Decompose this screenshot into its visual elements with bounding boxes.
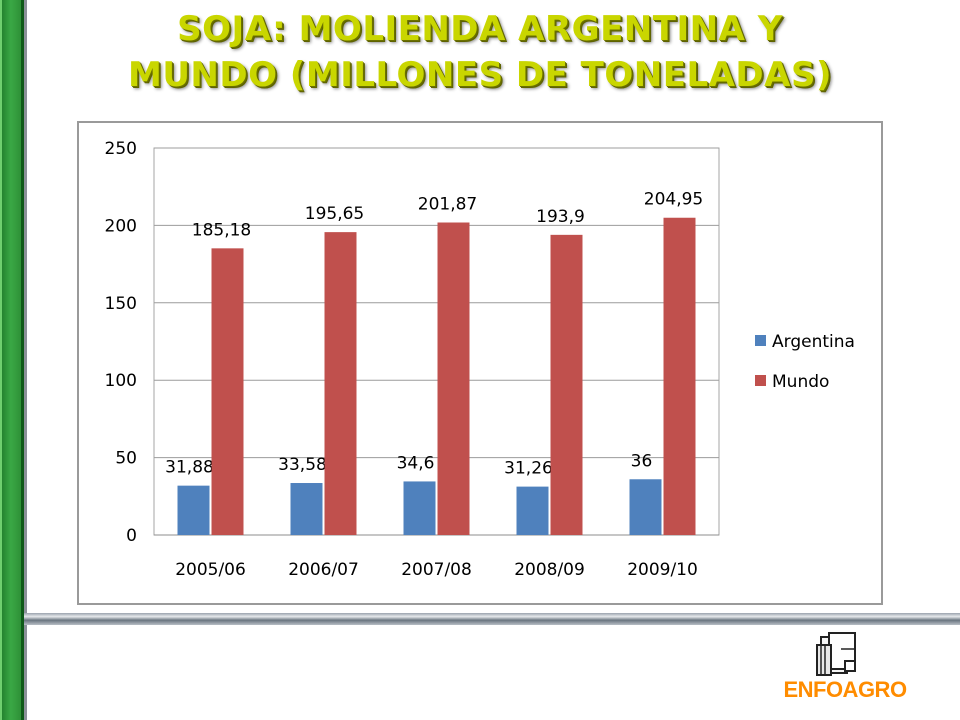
bar-mundo (663, 217, 696, 535)
data-label: 204,95 (644, 190, 703, 210)
legend-label: Mundo (772, 372, 829, 392)
building-logo-icon (816, 632, 856, 676)
x-tick-label: 2006/07 (288, 560, 359, 580)
data-label: 201,87 (418, 195, 477, 215)
y-tick-label: 0 (126, 526, 137, 546)
slide-title: SOJA: MOLIENDA ARGENTINA Y MUNDO (MILLON… (40, 6, 920, 98)
data-label: 193,9 (536, 207, 585, 227)
bar-argentina (290, 483, 323, 535)
x-tick-label: 2008/09 (514, 560, 585, 580)
y-tick-label: 250 (105, 139, 137, 159)
slide-title-line-1: SOJA: MOLIENDA ARGENTINA Y (177, 9, 783, 49)
data-label: 31,88 (165, 458, 214, 478)
data-label: 195,65 (305, 204, 364, 224)
bar-argentina (177, 485, 210, 535)
data-label: 185,18 (192, 220, 251, 240)
y-tick-label: 100 (105, 371, 137, 391)
slide-title-line-2: MUNDO (MILLONES DE TONELADAS) (127, 55, 832, 95)
bar-mundo (550, 234, 583, 535)
x-tick-label: 2007/08 (401, 560, 472, 580)
data-label: 33,58 (278, 455, 327, 475)
y-tick-label: 200 (105, 216, 137, 236)
left-accent-bar (0, 0, 24, 720)
data-label: 31,26 (504, 459, 553, 479)
legend-label: Argentina (772, 332, 855, 352)
bar-chart: 0 50 100 150 200 250 31,88 185,18 2005/06 33,58 19… (105, 139, 855, 580)
bar-mundo (211, 248, 244, 535)
left-accent-edge (24, 0, 27, 720)
chart-frame: 0 50 100 150 200 250 31,88 185,18 2005/06 33,58 19… (77, 121, 883, 605)
bar-argentina (516, 486, 549, 535)
data-label: 36 (631, 451, 653, 471)
bottom-divider (24, 613, 960, 625)
y-tick-label: 150 (105, 294, 137, 314)
bar-mundo (437, 222, 470, 535)
bar-argentina (629, 479, 662, 535)
bar-mundo (324, 232, 357, 535)
bar-argentina (403, 481, 436, 535)
logo-text: ENFOAGRO (783, 677, 907, 702)
enfoagro-logo: ENFOAGRO (770, 625, 920, 715)
y-tick-label: 50 (115, 449, 137, 469)
x-tick-label: 2009/10 (627, 560, 698, 580)
data-label: 34,6 (397, 453, 435, 473)
x-tick-label: 2005/06 (175, 560, 246, 580)
legend-swatch (755, 375, 766, 386)
legend-swatch (755, 335, 766, 346)
